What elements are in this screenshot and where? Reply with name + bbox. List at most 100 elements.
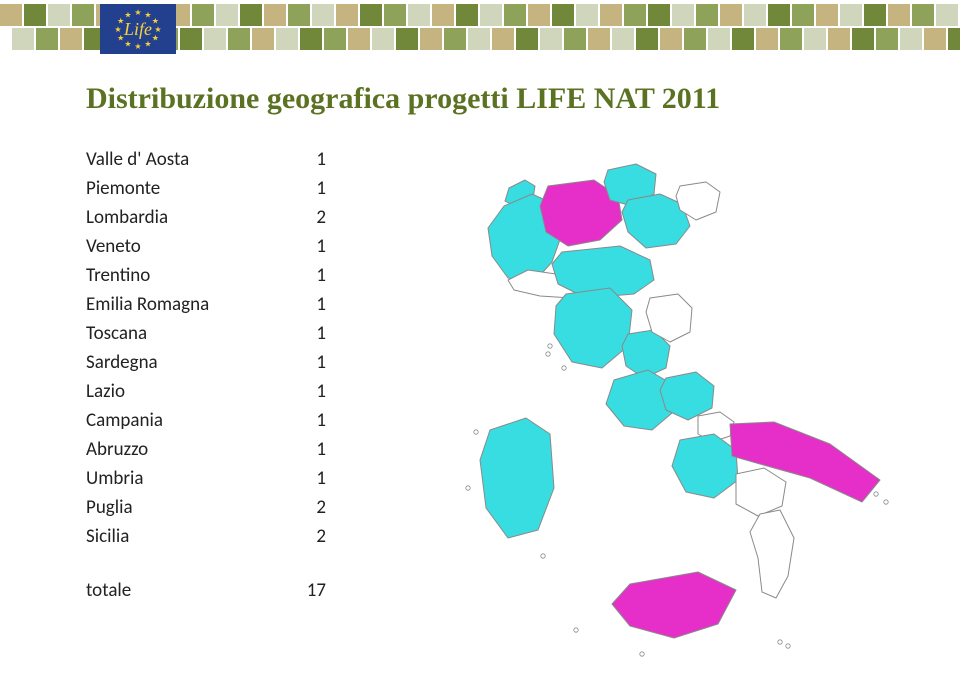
band-tile bbox=[192, 4, 214, 26]
map-islet bbox=[786, 644, 790, 648]
band-tile bbox=[504, 4, 526, 26]
region-value: 1 bbox=[286, 232, 326, 261]
italy-map bbox=[430, 130, 950, 695]
map-region-sardegna bbox=[480, 418, 554, 538]
map-islet bbox=[874, 492, 878, 496]
band-tile bbox=[744, 4, 766, 26]
band-tile bbox=[336, 4, 358, 26]
band-tile bbox=[552, 4, 574, 26]
band-tile bbox=[780, 28, 802, 50]
region-name: Abruzzo bbox=[86, 435, 286, 464]
band-tile bbox=[636, 28, 658, 50]
band-tile bbox=[0, 4, 22, 26]
region-value: 1 bbox=[286, 290, 326, 319]
region-table: Valle d' Aosta1Piemonte1Lombardia2Veneto… bbox=[86, 145, 326, 602]
band-tile bbox=[648, 4, 670, 26]
region-value: 1 bbox=[286, 261, 326, 290]
map-region-campania bbox=[672, 434, 738, 498]
region-value: 1 bbox=[286, 174, 326, 203]
map-islet bbox=[574, 628, 578, 632]
page-title: Distribuzione geografica progetti LIFE N… bbox=[86, 82, 720, 116]
band-tile bbox=[900, 28, 922, 50]
band-tile bbox=[480, 4, 502, 26]
band-tile bbox=[36, 28, 58, 50]
table-row: Trentino1 bbox=[86, 261, 326, 290]
table-row: Toscana1 bbox=[86, 319, 326, 348]
band-tile bbox=[684, 28, 706, 50]
map-islet bbox=[778, 640, 782, 644]
map-islet bbox=[541, 554, 545, 558]
region-value: 1 bbox=[286, 435, 326, 464]
map-islet bbox=[562, 366, 566, 370]
band-tile bbox=[228, 28, 250, 50]
band-tile bbox=[624, 4, 646, 26]
total-value: 17 bbox=[286, 579, 326, 602]
region-value: 2 bbox=[286, 203, 326, 232]
band-tile bbox=[456, 4, 478, 26]
band-tile bbox=[72, 4, 94, 26]
band-tile bbox=[48, 4, 70, 26]
band-tile bbox=[792, 4, 814, 26]
band-tile bbox=[240, 4, 262, 26]
total-label: totale bbox=[86, 579, 286, 602]
table-row: Sardegna1 bbox=[86, 348, 326, 377]
region-value: 1 bbox=[286, 145, 326, 174]
map-islet bbox=[640, 652, 644, 656]
band-tile bbox=[444, 28, 466, 50]
region-name: Campania bbox=[86, 406, 286, 435]
table-row: Piemonte1 bbox=[86, 174, 326, 203]
map-islet bbox=[466, 486, 470, 490]
band-tile bbox=[696, 4, 718, 26]
band-tile bbox=[396, 28, 418, 50]
header-band: ★★★★★★★★★★★★Life bbox=[0, 0, 960, 58]
band-tile bbox=[756, 28, 778, 50]
table-row: Campania1 bbox=[86, 406, 326, 435]
region-name: Sicilia bbox=[86, 522, 286, 551]
band-tiles: ★★★★★★★★★★★★Life bbox=[0, 0, 960, 58]
svg-text:★: ★ bbox=[134, 42, 141, 52]
band-tile bbox=[672, 4, 694, 26]
band-tile bbox=[600, 4, 622, 26]
band-tile bbox=[384, 4, 406, 26]
band-tile bbox=[252, 28, 274, 50]
band-tile bbox=[372, 28, 394, 50]
region-name: Trentino bbox=[86, 261, 286, 290]
band-tile bbox=[432, 4, 454, 26]
table-row: Lazio1 bbox=[86, 377, 326, 406]
region-name: Valle d' Aosta bbox=[86, 145, 286, 174]
band-tile bbox=[828, 28, 850, 50]
band-tile bbox=[564, 28, 586, 50]
band-tile bbox=[60, 28, 82, 50]
band-tile bbox=[888, 4, 910, 26]
svg-text:★: ★ bbox=[114, 25, 121, 35]
table-total-row: totale17 bbox=[86, 579, 326, 602]
table-row: Abruzzo1 bbox=[86, 435, 326, 464]
table-row: Valle d' Aosta1 bbox=[86, 145, 326, 174]
region-name: Toscana bbox=[86, 319, 286, 348]
band-tile bbox=[12, 28, 34, 50]
band-tile bbox=[468, 28, 490, 50]
band-tile bbox=[804, 28, 826, 50]
region-name: Puglia bbox=[86, 493, 286, 522]
band-tile bbox=[768, 4, 790, 26]
region-value: 1 bbox=[286, 464, 326, 493]
band-tile bbox=[528, 4, 550, 26]
svg-text:★: ★ bbox=[152, 34, 159, 44]
region-value: 2 bbox=[286, 493, 326, 522]
map-islet bbox=[546, 352, 550, 356]
svg-text:Life: Life bbox=[123, 19, 152, 39]
band-tile bbox=[360, 4, 382, 26]
band-tile bbox=[948, 28, 960, 50]
map-islet bbox=[474, 430, 478, 434]
band-tile bbox=[264, 4, 286, 26]
svg-text:★: ★ bbox=[144, 40, 151, 50]
region-name: Lombardia bbox=[86, 203, 286, 232]
table-row: Umbria1 bbox=[86, 464, 326, 493]
band-tile bbox=[180, 28, 202, 50]
svg-text:★: ★ bbox=[124, 40, 131, 50]
map-region-sicilia bbox=[612, 572, 736, 638]
region-name: Emilia Romagna bbox=[86, 290, 286, 319]
band-tile bbox=[24, 4, 46, 26]
band-tile bbox=[540, 28, 562, 50]
band-tile bbox=[816, 4, 838, 26]
